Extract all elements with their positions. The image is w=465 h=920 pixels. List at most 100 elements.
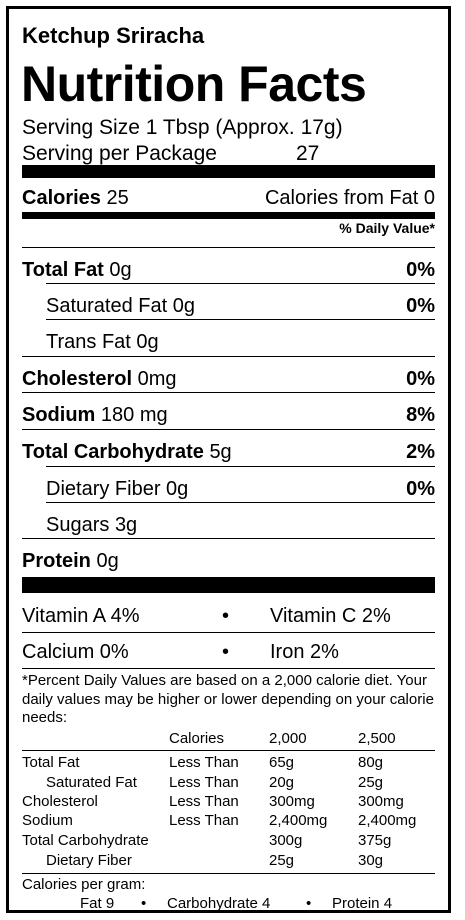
- dv-table-2000: 300g: [269, 832, 303, 849]
- nutrient-dv: 8%: [406, 404, 435, 426]
- dv-table-limit: Less Than: [169, 812, 239, 829]
- dv-table-2500: 2,400mg: [358, 812, 417, 829]
- nutrient-name: Total Carbohydrate: [22, 441, 204, 463]
- vitamin-c: Vitamin C 2%: [270, 605, 391, 627]
- label-content: Ketchup Sriracha Nutrition Facts Serving…: [21, 9, 435, 912]
- dv-table-limit: Less Than: [169, 793, 239, 810]
- nutrient-row-cholesterol: Cholesterol 0mg 0%: [22, 361, 435, 397]
- servings-per-package-label: Serving per Package: [22, 142, 217, 165]
- divider-line: [46, 502, 435, 503]
- calories-from-fat: Calories from Fat 0: [264, 187, 435, 209]
- divider-line: [22, 873, 435, 874]
- thick-divider: [22, 577, 435, 593]
- nutrient-dv: 2%: [406, 441, 435, 463]
- dv-table-2500: 300mg: [358, 793, 404, 810]
- nutrition-label: Ketchup Sriracha Nutrition Facts Serving…: [6, 6, 451, 913]
- nutrient-dv: 0%: [406, 259, 435, 281]
- nutrient-row-total-fat: Total Fat 0g 0%: [22, 252, 435, 288]
- nutrient-amount: 180 mg: [100, 404, 168, 426]
- divider-line: [22, 392, 435, 393]
- nutrient-name: Sodium: [22, 404, 96, 426]
- dv-table-2500: 375g: [358, 832, 392, 849]
- dv-table-2500: 30g: [358, 852, 384, 869]
- dv-table-2000: 20g: [269, 774, 295, 791]
- nutrient-row-trans-fat: Trans Fat 0g: [22, 324, 435, 360]
- divider-line: [22, 356, 435, 357]
- thick-divider: [22, 165, 435, 178]
- divider-line: [22, 750, 435, 751]
- dv-table-name: Saturated Fat: [46, 774, 137, 791]
- nutrient-row-total-carbohydrate: Total Carbohydrate 5g 2%: [22, 434, 435, 470]
- servings-per-package: Serving per Package: [22, 142, 217, 166]
- footnote-text: *Percent Daily Values are based on a 2,0…: [22, 672, 434, 726]
- dv-table-2000: 65g: [269, 754, 295, 771]
- bullet-separator: •: [222, 641, 230, 663]
- nutrient-amount: 0g: [136, 331, 159, 353]
- nutrient-name: Trans Fat: [46, 331, 131, 353]
- divider-line: [22, 538, 435, 539]
- divider-line: [46, 466, 435, 467]
- divider-line: [22, 668, 435, 669]
- dv-table-name: Dietary Fiber: [46, 852, 132, 869]
- nutrient-amount: 5g: [209, 441, 232, 463]
- divider-line: [46, 319, 435, 320]
- per-gram-fat: Fat 9: [80, 895, 115, 912]
- nutrient-dv: 0%: [406, 368, 435, 390]
- servings-per-package-value: 27: [296, 142, 320, 165]
- serving-size: Serving Size 1 Tbsp (Approx. 17g): [22, 116, 343, 139]
- dv-table-limit: Less Than: [169, 754, 239, 771]
- divider-line: [22, 429, 435, 430]
- nutrient-dv: 0%: [406, 295, 435, 317]
- divider-line: [22, 247, 435, 248]
- vitamin-a: Vitamin A 4%: [22, 605, 140, 627]
- per-gram-carbohydrate: Carbohydrate 4: [167, 895, 271, 912]
- nutrient-row-sugars: Sugars 3g: [22, 507, 435, 543]
- calories-label: Calories: [22, 187, 101, 209]
- nutrient-name: Protein: [22, 550, 91, 572]
- dv-table-2000: 300mg: [269, 793, 315, 810]
- nutrient-name: Saturated Fat: [46, 295, 168, 317]
- nutrient-amount: 0g: [109, 259, 132, 281]
- nutrient-row-protein: Protein 0g: [22, 543, 435, 579]
- nutrient-name: Cholesterol: [22, 368, 133, 390]
- nutrient-row-saturated-fat: Saturated Fat 0g 0%: [22, 288, 435, 324]
- per-gram-protein: Protein 4: [332, 895, 393, 912]
- medium-divider: [22, 212, 435, 219]
- dv-table-limit: Less Than: [169, 774, 239, 791]
- dv-table-2500: 80g: [358, 754, 384, 771]
- nutrient-amount: 0g: [96, 550, 119, 572]
- nutrient-name: Sugars: [46, 514, 110, 536]
- calories-value: 25: [106, 187, 129, 209]
- calories-row: Calories 25: [22, 187, 129, 210]
- nutrient-name: Total Fat: [22, 259, 104, 281]
- footnote-header-calories: Calories: [169, 730, 225, 747]
- dv-table-name: Cholesterol: [22, 793, 98, 810]
- footnote-header-2500: 2,500: [358, 730, 396, 747]
- daily-value-header: % Daily Value*: [339, 220, 435, 236]
- bullet-separator: •: [141, 895, 147, 912]
- nutrient-amount: 3g: [114, 514, 138, 536]
- nutrient-amount: 0mg: [137, 368, 177, 390]
- bullet-separator: •: [222, 605, 230, 627]
- nutrient-name: Dietary Fiber: [46, 478, 161, 500]
- bullet-separator: •: [306, 895, 312, 912]
- dv-table-2000: 2,400mg: [269, 812, 328, 829]
- dv-table-name: Sodium: [22, 812, 73, 829]
- nutrient-row-sodium: Sodium 180 mg 8%: [22, 397, 435, 433]
- dv-table-2500: 25g: [358, 774, 384, 791]
- nutrient-amount: 0g: [166, 478, 189, 500]
- nutrient-dv: 0%: [406, 478, 435, 500]
- footnote-header-2000: 2,000: [269, 730, 307, 747]
- dv-table-name: Total Fat: [22, 754, 80, 771]
- product-name: Ketchup Sriracha: [22, 23, 205, 48]
- dv-table-2000: 25g: [269, 852, 295, 869]
- calories-per-gram-label: Calories per gram:: [22, 876, 146, 893]
- divider-line: [46, 283, 435, 284]
- dv-table-name: Total Carbohydrate: [22, 832, 149, 849]
- iron: Iron 2%: [270, 641, 339, 663]
- calcium: Calcium 0%: [22, 641, 129, 663]
- nutrient-amount: 0g: [172, 295, 195, 317]
- nutrient-row-dietary-fiber: Dietary Fiber 0g 0%: [22, 471, 435, 507]
- divider-line: [22, 632, 435, 633]
- nutrition-facts-title: Nutrition Facts: [21, 56, 367, 112]
